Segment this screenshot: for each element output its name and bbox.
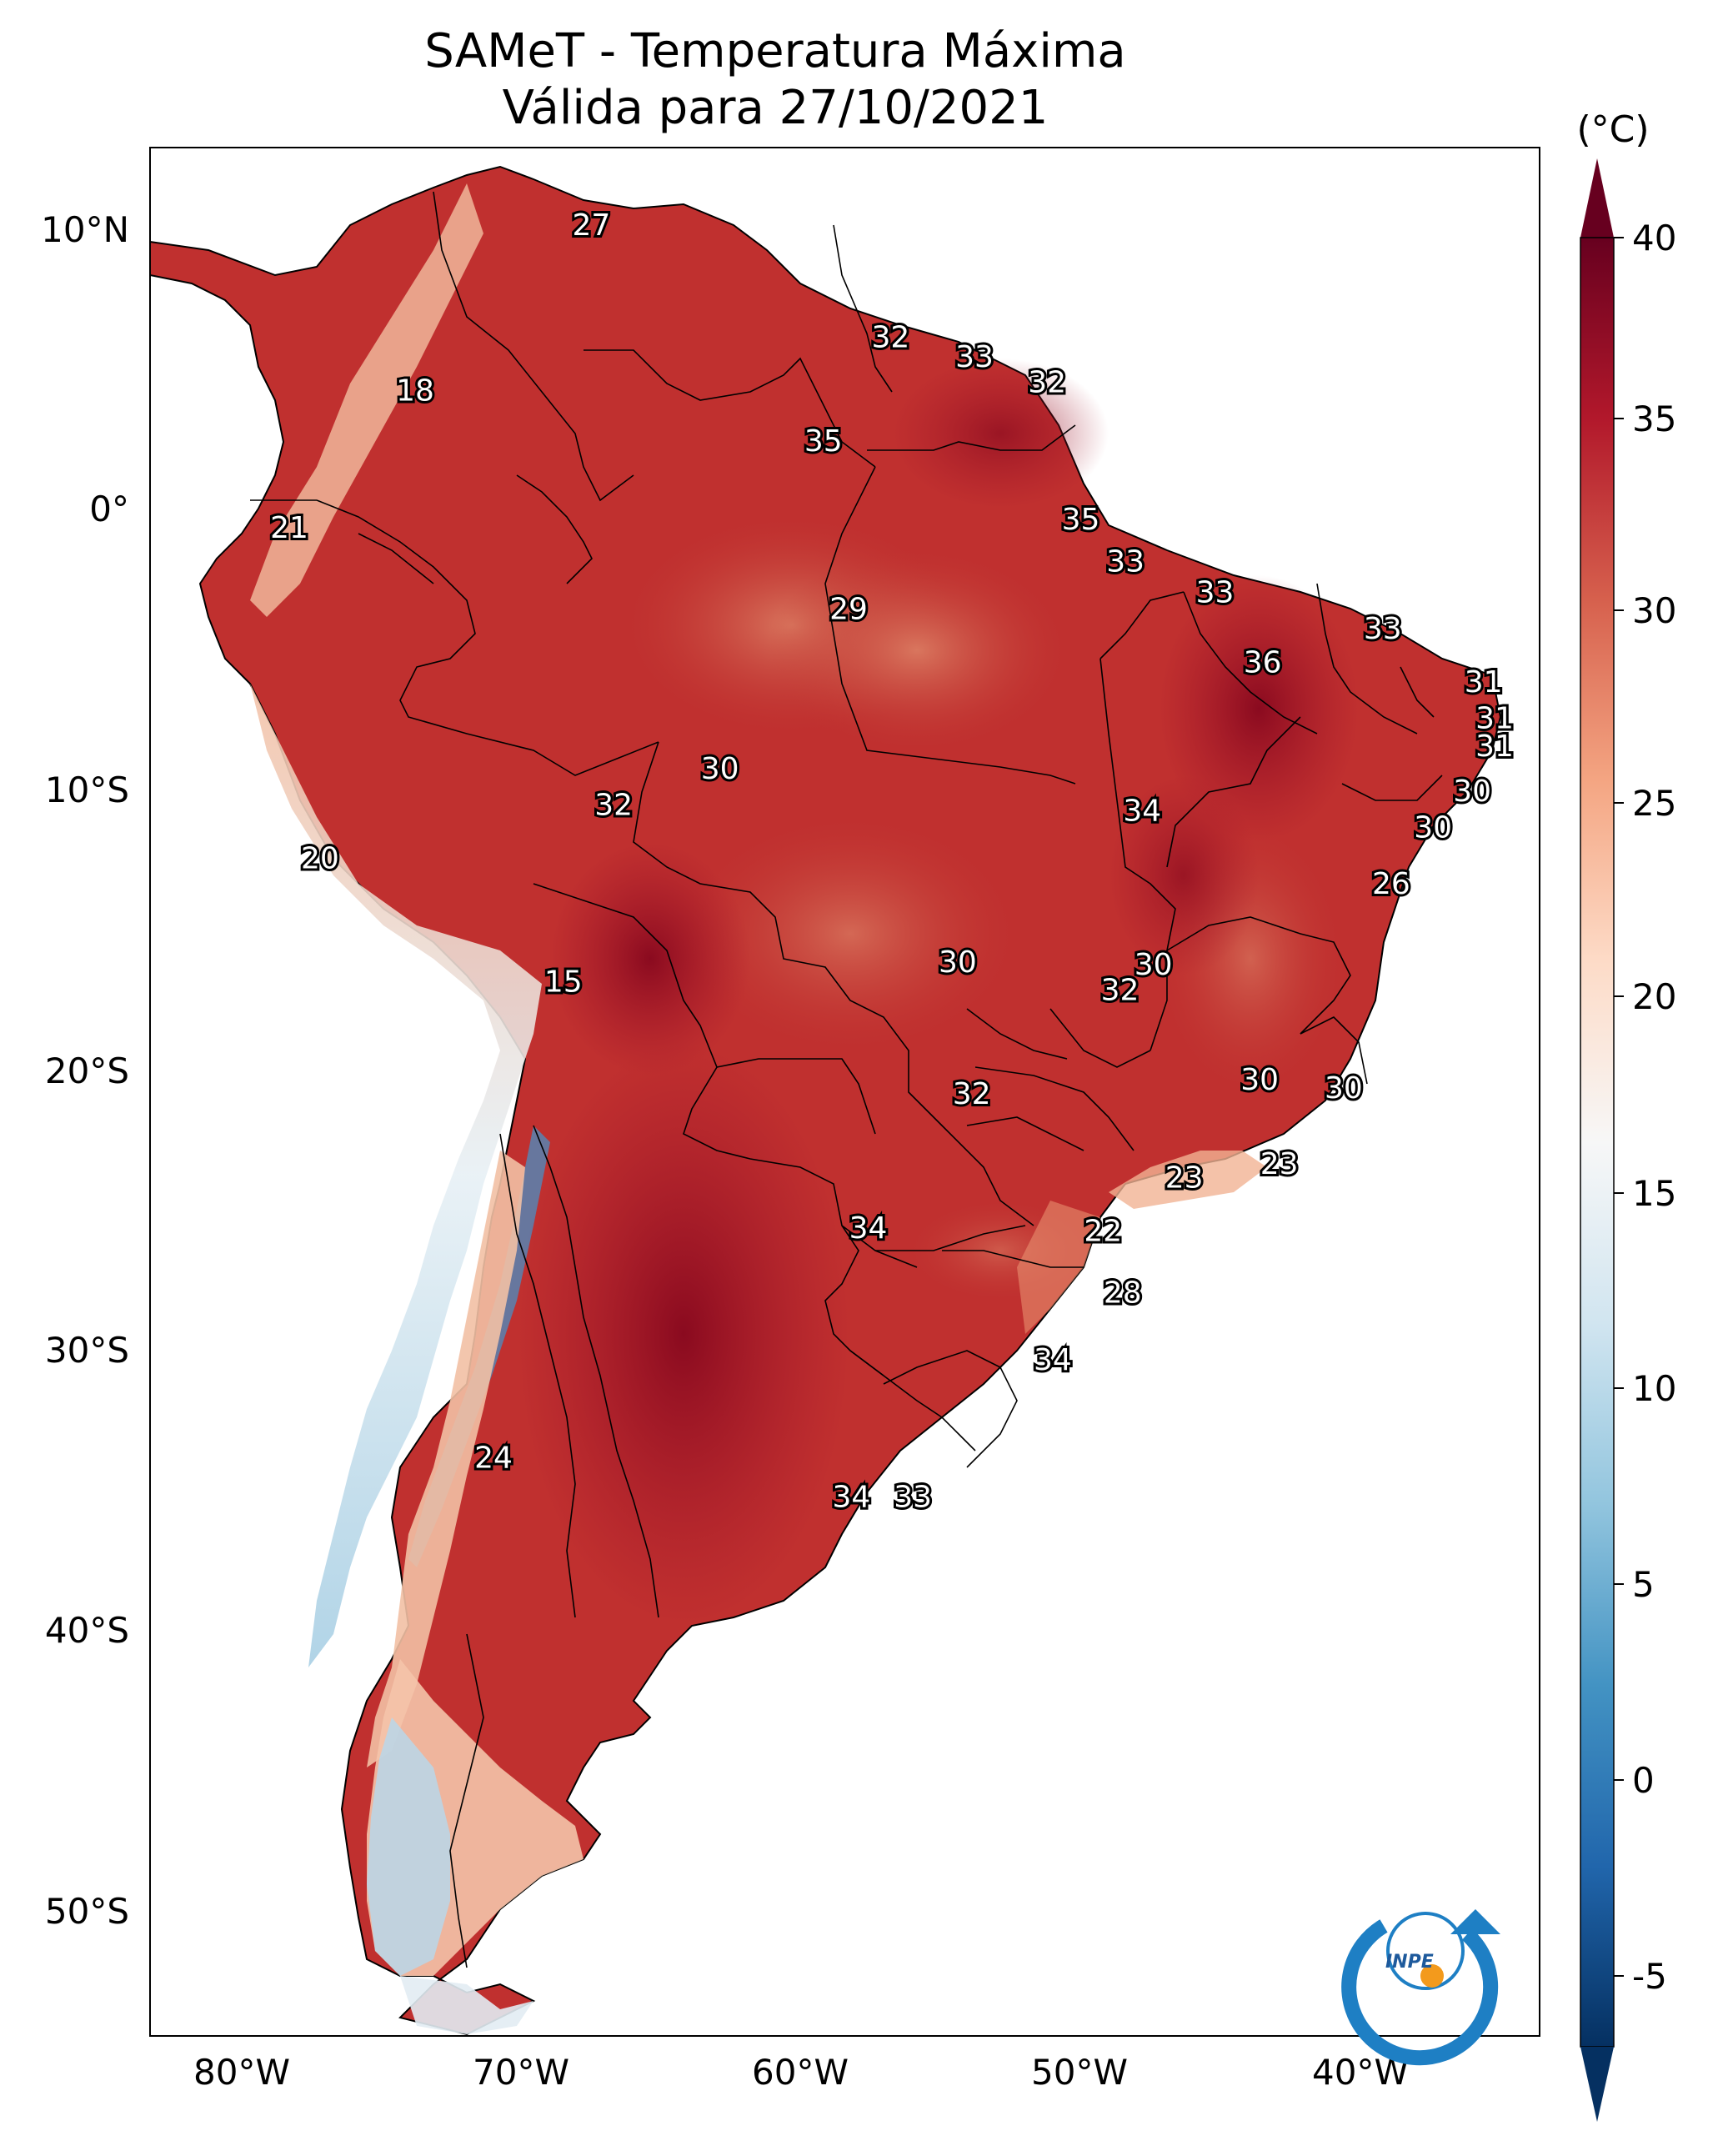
temperature-label: 23: [1260, 1147, 1299, 1181]
lat-tick-10s: 10°S: [45, 770, 129, 810]
temperature-label: 34: [1123, 794, 1161, 828]
lon-tick-80w: 80°W: [193, 2052, 290, 2093]
temperature-label: 33: [1196, 575, 1235, 609]
colorbar-tick-40: 40: [1632, 218, 1676, 258]
temperature-label: 21: [270, 511, 308, 545]
temperature-label: 30: [1453, 775, 1491, 809]
temperature-label: 30: [1325, 1071, 1363, 1106]
temperature-label: 36: [1244, 645, 1282, 679]
colorbar-tick-30: 30: [1632, 590, 1676, 631]
colorbar-tick-10: 10: [1632, 1368, 1676, 1409]
colorbar-top-arrow: [1580, 158, 1614, 238]
colorbar-tick-35: 35: [1632, 399, 1676, 439]
temperature-label: 24: [474, 1442, 513, 1476]
inpe-logo-icon: INPE: [1341, 1909, 1500, 2066]
temperature-label: 31: [1465, 665, 1503, 699]
colorbar-ticks: 40 35 30 25 20 15 10 5 0 -5: [1614, 218, 1676, 1997]
colorbar-bottom-arrow: [1580, 2047, 1614, 2122]
temperature-label: 26: [1372, 867, 1410, 901]
temperature-label: 20: [301, 842, 339, 876]
lon-tick-50w: 50°W: [1031, 2052, 1128, 2093]
map-area: [150, 148, 1540, 2036]
title-line-1: SAMeT - Temperatura Máxima: [424, 24, 1126, 78]
temperature-label: 34: [849, 1211, 888, 1246]
temperature-label: 30: [701, 752, 739, 786]
map-title: SAMeT - Temperatura Máxima Válida para 2…: [0, 23, 1550, 137]
lon-tick-60w: 60°W: [752, 2052, 849, 2093]
lat-tick-10n: 10°N: [41, 209, 129, 250]
temperature-label: 32: [953, 1077, 991, 1111]
lon-tick-labels: 80°W 70°W 60°W 50°W 40°W: [193, 2052, 1409, 2093]
lat-tick-20s: 20°S: [45, 1050, 129, 1091]
temperature-label: 29: [829, 593, 868, 627]
temperature-label: 34: [832, 1481, 870, 1515]
temperature-label: 22: [1084, 1214, 1122, 1248]
country-borders: [250, 191, 1443, 1968]
temperature-label: 33: [1364, 612, 1402, 646]
colorbar-tick-minus5: -5: [1632, 1956, 1667, 1997]
temperature-label: 32: [1028, 365, 1066, 399]
lat-tick-50s: 50°S: [45, 1891, 129, 1932]
temperature-label: 30: [939, 945, 977, 980]
colorbar-tick-5: 5: [1632, 1564, 1655, 1605]
colorbar: (°C) 40 35 30 25 20 15 10 5 0 -5: [1576, 108, 1676, 2122]
temperature-label: 33: [1106, 544, 1144, 579]
temperature-label: 31: [1475, 730, 1514, 764]
temperature-label: 33: [894, 1481, 932, 1515]
temperature-label: 33: [955, 340, 994, 374]
temperature-label: 30: [1240, 1063, 1279, 1097]
lat-tick-40s: 40°S: [45, 1610, 129, 1651]
lat-tick-30s: 30°S: [45, 1330, 129, 1371]
temperature-label: 35: [804, 424, 843, 459]
temperature-label: 28: [1104, 1276, 1142, 1310]
temperature-label: 31: [1475, 702, 1514, 736]
inpe-logo-text: INPE: [1385, 1952, 1434, 1973]
lat-tick-labels: 10°N 0° 10°S 20°S 30°S 40°S 50°S: [41, 209, 129, 1932]
temperature-label: 30: [1414, 811, 1452, 845]
temperature-label: 32: [594, 789, 633, 823]
title-line-2: Válida para 27/10/2021: [502, 81, 1049, 135]
colorbar-tick-25: 25: [1632, 783, 1676, 824]
colorbar-gradient: [1580, 237, 1615, 2048]
colorbar-tick-15: 15: [1632, 1173, 1676, 1214]
colorbar-tick-20: 20: [1632, 976, 1676, 1017]
temperature-label: 32: [871, 321, 909, 355]
temperature-label: 34: [1034, 1343, 1072, 1377]
temperature-label: 15: [544, 965, 583, 999]
temperature-label: 35: [1062, 503, 1100, 537]
colorbar-unit: (°C): [1576, 108, 1649, 151]
map-frame: [149, 147, 1540, 2037]
temperature-label: 23: [1165, 1161, 1204, 1196]
lat-tick-0: 0°: [89, 489, 129, 529]
temperature-label: 30: [1134, 948, 1173, 982]
colorbar-tick-0: 0: [1632, 1760, 1655, 1801]
temperature-label: 18: [396, 374, 434, 408]
temperature-label: 27: [572, 208, 610, 243]
temperature-label: 32: [1101, 974, 1139, 1008]
lon-tick-70w: 70°W: [473, 2052, 569, 2093]
